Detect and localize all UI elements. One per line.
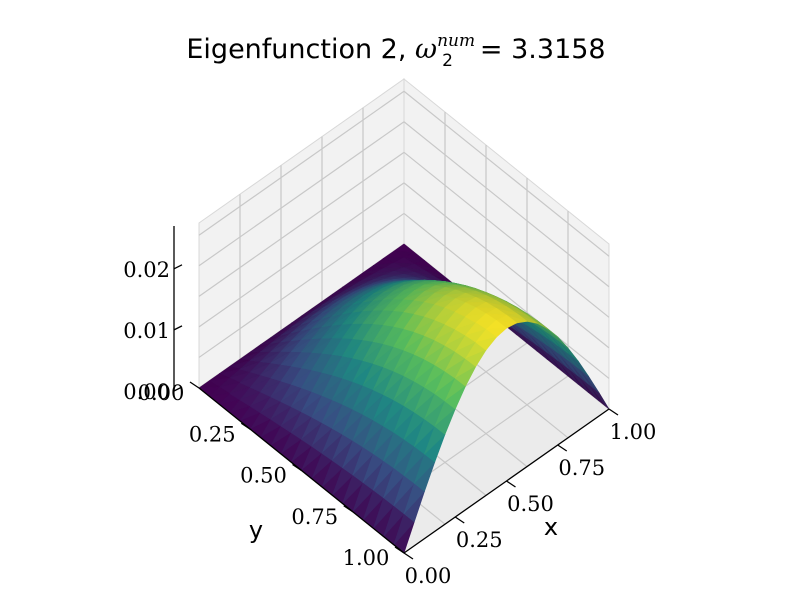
grid-line-back-left-z: [198, 212, 405, 358]
x-tick: [454, 516, 465, 524]
title-value: = 3.3158: [480, 34, 606, 65]
surface-facet: [454, 366, 477, 387]
surface-mesh: [198, 243, 610, 554]
y-tick-label: 0.00: [138, 381, 185, 405]
grid-line-back-right-z: [403, 182, 610, 349]
y-tick: [240, 422, 251, 430]
z-tick-label: 0.01: [123, 319, 170, 343]
grid-line-back-left-z: [198, 151, 405, 297]
grid-line-back-left-z: [198, 90, 405, 236]
z-tick: [173, 264, 183, 270]
axes-ticks: 0.000.250.500.751.000.000.250.500.751.00…: [123, 258, 656, 588]
y-tick-label: 0.75: [291, 505, 338, 529]
surface-facet: [465, 349, 487, 367]
x-tick-label: 0.75: [558, 456, 605, 480]
title-superscript: num: [437, 31, 475, 51]
title-symbol: ω: [415, 34, 437, 65]
y-tick-label: 0.50: [240, 464, 287, 488]
z-tick: [173, 386, 183, 392]
title-subscript: 2: [442, 51, 453, 71]
y-tick: [292, 463, 302, 472]
z-tick-label: 0.02: [123, 258, 170, 282]
surface-facet: [444, 385, 466, 410]
y-tick: [394, 546, 405, 554]
x-tick-label: 0.50: [507, 492, 554, 516]
grid-line-back-right-z: [403, 212, 610, 379]
grid-line-back-left-z: [198, 121, 405, 267]
title-prefix: Eigenfunction 2,: [186, 34, 415, 65]
x-tick: [506, 480, 516, 488]
x-tick-label: 0.00: [405, 564, 452, 588]
y-axis-label: y: [249, 516, 263, 544]
y-tick-label: 1.00: [343, 546, 390, 570]
z-tick-label: 0.00: [123, 380, 170, 404]
z-tick: [173, 325, 183, 331]
grid-line-back-right-z: [403, 121, 610, 288]
surface-facet: [475, 336, 497, 351]
grid-line-back-left-z: [198, 182, 405, 328]
chart-title: Eigenfunction 2, ωnum 2 = 3.3158: [186, 31, 605, 71]
x-tick: [403, 552, 414, 560]
x-tick-label: 1.00: [610, 420, 657, 444]
grid-line-back-right-z: [403, 90, 610, 257]
y-tick: [189, 381, 200, 389]
x-tick: [557, 444, 568, 452]
y-tick-label: 0.25: [189, 422, 236, 446]
x-tick-label: 0.25: [456, 528, 503, 552]
x-tick: [608, 408, 619, 416]
x-axis-label: x: [544, 513, 558, 541]
y-tick: [343, 505, 354, 513]
grid-line-back-right-z: [403, 151, 610, 318]
surface-facet: [434, 408, 456, 435]
